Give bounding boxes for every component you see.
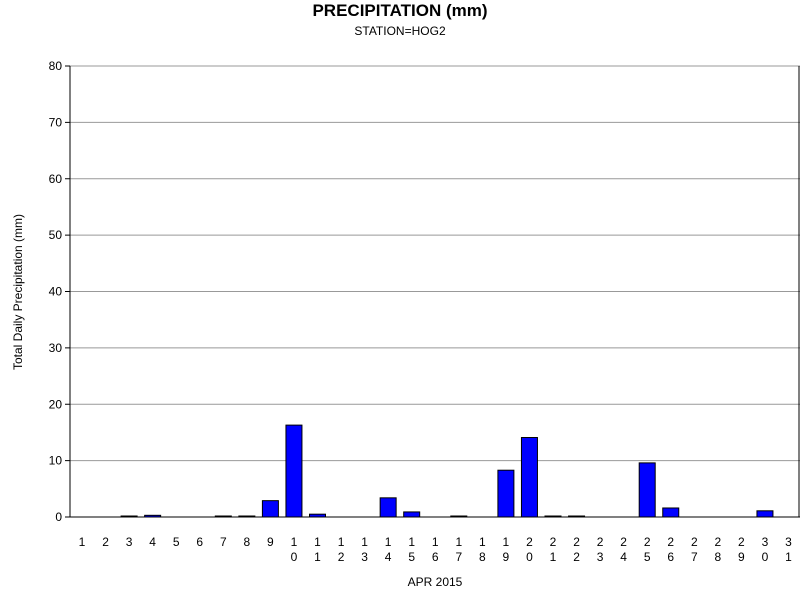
- y-tick-label: 80: [49, 59, 63, 73]
- bar: [261, 500, 279, 518]
- x-tick-label: 7: [220, 535, 227, 549]
- bar: [520, 437, 538, 518]
- bar: [638, 462, 656, 518]
- x-tick-label: 2: [102, 535, 109, 549]
- x-tick-label: 5: [173, 535, 180, 549]
- y-axis-label: Total Daily Precipitation (mm): [11, 214, 25, 370]
- chart-title: PRECIPITATION (mm): [312, 1, 488, 20]
- y-axis-ticks: 0 10 20 30 40 50 60 70 80: [49, 59, 70, 524]
- chart-subtitle: STATION=HOG2: [354, 24, 446, 38]
- x-tick-label: 3: [126, 535, 133, 549]
- x-tick-label: 1: [79, 535, 86, 549]
- y-tick-label: 70: [49, 115, 63, 129]
- x-tick-label: 4: [149, 535, 156, 549]
- x-axis-label: APR 2015: [408, 575, 463, 589]
- y-tick-label: 10: [49, 454, 63, 468]
- y-tick-label: 50: [49, 228, 63, 242]
- gridlines: [70, 65, 800, 462]
- bar: [756, 510, 774, 518]
- x-axis-ticks: 1 2 3 4 5 6 7 8 9 1 01 11 21 31 41 51 61 71 81 92 02 12 22 32 42…: [79, 535, 793, 564]
- bar: [497, 469, 515, 518]
- x-tick-label: 6: [196, 535, 203, 549]
- bars: [120, 424, 774, 518]
- y-tick-label: 30: [49, 341, 63, 355]
- x-tick-label: 8: [244, 535, 251, 549]
- bar: [379, 497, 397, 518]
- y-tick-label: 20: [49, 397, 63, 411]
- x-tick-label: 9: [267, 535, 274, 549]
- bar: [662, 507, 680, 518]
- y-tick-label: 40: [49, 285, 63, 299]
- bar: [285, 424, 303, 518]
- bar: [403, 511, 421, 518]
- y-tick-label: 60: [49, 172, 63, 186]
- y-tick-label: 0: [55, 510, 62, 524]
